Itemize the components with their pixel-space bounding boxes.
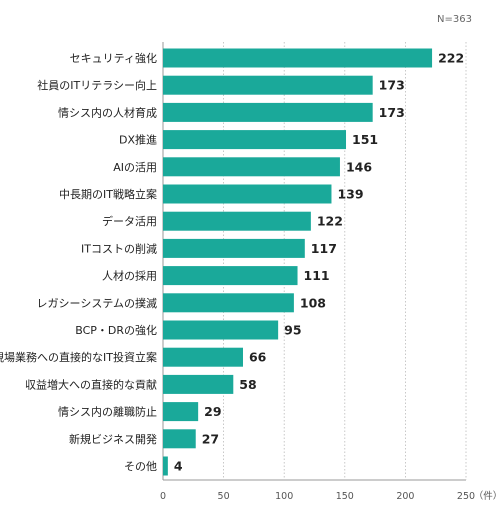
category-label-13: 収益増大への直接的な貢献 bbox=[25, 377, 157, 391]
value-label-8: 117 bbox=[311, 241, 337, 256]
bar-8 bbox=[163, 238, 305, 258]
value-labels: 2221731731511461391221171111089566582927… bbox=[174, 51, 464, 474]
bar-10 bbox=[163, 293, 294, 313]
bar-11 bbox=[163, 320, 279, 340]
value-label-2: 173 bbox=[379, 78, 405, 93]
category-label-11: BCP・DRの強化 bbox=[75, 323, 157, 337]
category-label-2: 社員のITリテラシー向上 bbox=[37, 78, 157, 92]
category-label-15: 新規ビジネス開発 bbox=[69, 432, 157, 446]
x-tick-label-0: 0 bbox=[160, 491, 166, 502]
x-tick-label-150: 150 bbox=[336, 491, 354, 502]
bar-13 bbox=[163, 374, 234, 394]
category-label-3: 情シス内の人材育成 bbox=[58, 105, 157, 119]
bar-7 bbox=[163, 211, 311, 231]
category-label-8: ITコストの削減 bbox=[81, 241, 157, 255]
bar-16 bbox=[163, 456, 168, 476]
value-label-7: 122 bbox=[317, 214, 343, 229]
x-axis-ticks: 0 50 100 150 200 250 bbox=[160, 491, 475, 502]
value-label-6: 139 bbox=[337, 187, 363, 202]
bar-1 bbox=[163, 48, 433, 68]
value-label-9: 111 bbox=[304, 268, 330, 283]
x-tick-label-250: 250 bbox=[457, 491, 475, 502]
value-label-5: 146 bbox=[346, 159, 372, 174]
bar-5 bbox=[163, 157, 340, 177]
value-label-1: 222 bbox=[438, 51, 464, 66]
value-label-4: 151 bbox=[352, 132, 378, 147]
category-label-1: セキュリティ強化 bbox=[70, 51, 157, 65]
value-label-10: 108 bbox=[300, 295, 326, 310]
bars bbox=[163, 48, 433, 476]
bar-9 bbox=[163, 266, 298, 286]
x-tick-label-50: 50 bbox=[218, 491, 230, 502]
category-label-9: 人材の採用 bbox=[102, 269, 157, 283]
category-label-12: 現場業務への直接的なIT投資立案 bbox=[0, 350, 157, 364]
bar-6 bbox=[163, 184, 332, 204]
category-label-4: DX推進 bbox=[119, 133, 157, 147]
x-tick-label-200: 200 bbox=[396, 491, 414, 502]
x-tick-label-100: 100 bbox=[275, 491, 293, 502]
bar-3 bbox=[163, 102, 373, 122]
category-label-5: AIの活用 bbox=[113, 161, 157, 174]
category-label-10: レガシーシステムの撲滅 bbox=[37, 296, 157, 310]
category-label-14: 情シス内の離職防止 bbox=[58, 405, 157, 419]
bar-15 bbox=[163, 429, 196, 449]
value-label-13: 58 bbox=[239, 377, 256, 392]
bar-4 bbox=[163, 130, 347, 150]
value-label-14: 29 bbox=[204, 404, 221, 419]
value-label-15: 27 bbox=[202, 431, 219, 446]
value-label-3: 173 bbox=[379, 105, 405, 120]
bar-12 bbox=[163, 347, 243, 367]
category-label-7: データ活用 bbox=[102, 214, 157, 228]
x-axis-unit-label: （件） bbox=[474, 490, 500, 502]
bar-14 bbox=[163, 402, 199, 422]
value-label-12: 66 bbox=[249, 350, 267, 365]
value-label-11: 95 bbox=[284, 323, 301, 338]
bar-2 bbox=[163, 75, 373, 95]
sample-size-note: N=363 bbox=[437, 14, 472, 25]
category-label-6: 中長期のIT戦略立案 bbox=[59, 187, 157, 201]
value-label-16: 4 bbox=[174, 459, 183, 474]
category-label-16: その他 bbox=[124, 460, 157, 473]
